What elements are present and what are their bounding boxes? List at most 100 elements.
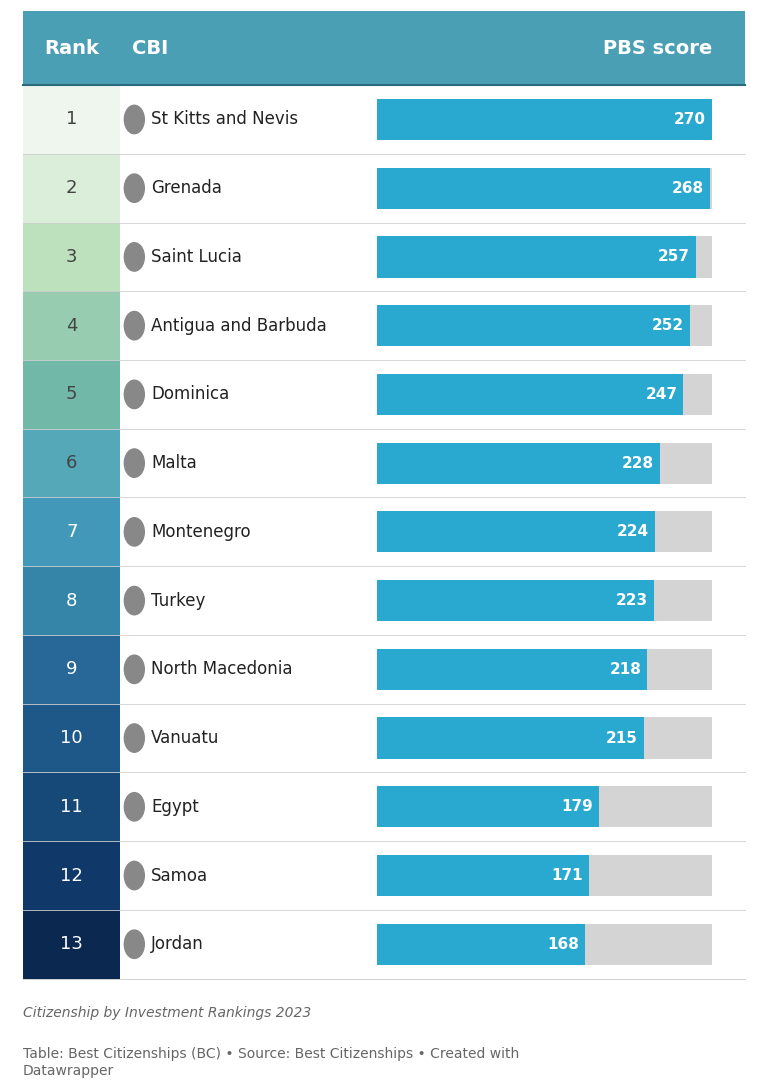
FancyBboxPatch shape [23,704,745,772]
Circle shape [124,793,144,822]
FancyBboxPatch shape [23,566,121,635]
FancyBboxPatch shape [23,360,121,429]
FancyBboxPatch shape [377,237,712,277]
FancyBboxPatch shape [23,841,121,910]
FancyBboxPatch shape [377,580,712,621]
Circle shape [124,587,144,615]
Text: 218: 218 [610,662,641,676]
Text: 168: 168 [548,937,579,951]
Text: 13: 13 [61,935,83,954]
FancyBboxPatch shape [377,855,589,896]
Text: Antigua and Barbuda: Antigua and Barbuda [151,316,327,335]
FancyBboxPatch shape [23,841,745,910]
Text: 11: 11 [61,798,83,816]
FancyBboxPatch shape [377,924,712,964]
FancyBboxPatch shape [23,635,745,704]
Text: 1: 1 [66,110,78,129]
Text: CBI: CBI [132,38,168,58]
Text: North Macedonia: North Macedonia [151,660,293,679]
Circle shape [124,862,144,890]
Text: Citizenship by Investment Rankings 2023: Citizenship by Investment Rankings 2023 [23,1006,311,1020]
FancyBboxPatch shape [23,360,745,429]
FancyBboxPatch shape [23,291,745,360]
FancyBboxPatch shape [377,718,644,758]
Circle shape [124,518,144,547]
FancyBboxPatch shape [377,305,712,346]
Text: Jordan: Jordan [151,935,204,954]
Text: 5: 5 [66,385,78,404]
Text: Saint Lucia: Saint Lucia [151,248,242,266]
FancyBboxPatch shape [23,497,121,566]
Text: 12: 12 [61,866,83,885]
Text: PBS score: PBS score [603,38,712,58]
Text: Turkey: Turkey [151,591,206,610]
Text: 224: 224 [617,525,649,539]
FancyBboxPatch shape [377,443,712,483]
Text: Table: Best Citizenships (BC) • Source: Best Citizenships • Created with
Datawra: Table: Best Citizenships (BC) • Source: … [23,1047,519,1078]
Text: 179: 179 [561,800,593,814]
FancyBboxPatch shape [377,855,712,896]
Text: Grenada: Grenada [151,179,222,197]
Text: 3: 3 [66,248,78,266]
FancyBboxPatch shape [23,635,121,704]
Text: 252: 252 [651,319,684,333]
Circle shape [124,106,144,134]
FancyBboxPatch shape [23,497,745,566]
FancyBboxPatch shape [23,566,745,635]
Text: 4: 4 [66,316,78,335]
FancyBboxPatch shape [23,223,121,291]
FancyBboxPatch shape [377,512,712,552]
FancyBboxPatch shape [377,99,712,140]
FancyBboxPatch shape [377,305,690,346]
FancyBboxPatch shape [23,85,121,154]
Circle shape [124,380,144,409]
Text: 268: 268 [671,181,703,195]
Text: 9: 9 [66,660,78,679]
Text: 171: 171 [551,868,583,883]
Text: 2: 2 [66,179,78,197]
FancyBboxPatch shape [23,429,745,497]
FancyBboxPatch shape [23,223,745,291]
Text: Samoa: Samoa [151,866,208,885]
FancyBboxPatch shape [23,429,121,497]
Circle shape [124,724,144,753]
FancyBboxPatch shape [377,374,712,415]
FancyBboxPatch shape [377,580,654,621]
Text: 215: 215 [606,731,637,745]
Text: 228: 228 [621,456,654,470]
FancyBboxPatch shape [377,168,712,208]
Text: 223: 223 [615,594,647,608]
Text: Rank: Rank [45,38,99,58]
FancyBboxPatch shape [377,374,684,415]
FancyBboxPatch shape [23,910,745,979]
FancyBboxPatch shape [23,154,745,223]
Circle shape [124,312,144,340]
FancyBboxPatch shape [377,99,712,140]
FancyBboxPatch shape [23,11,745,85]
Text: Egypt: Egypt [151,798,199,816]
FancyBboxPatch shape [377,512,655,552]
Text: 10: 10 [61,729,83,747]
Circle shape [124,243,144,272]
FancyBboxPatch shape [377,787,599,827]
Circle shape [124,175,144,203]
Text: Dominica: Dominica [151,385,230,404]
FancyBboxPatch shape [377,924,585,964]
FancyBboxPatch shape [377,237,696,277]
FancyBboxPatch shape [23,291,121,360]
FancyBboxPatch shape [377,168,710,208]
Circle shape [124,930,144,959]
Circle shape [124,449,144,478]
FancyBboxPatch shape [23,85,745,154]
FancyBboxPatch shape [377,787,712,827]
Text: 270: 270 [674,112,706,127]
FancyBboxPatch shape [23,772,121,841]
Text: 7: 7 [66,523,78,541]
Text: St Kitts and Nevis: St Kitts and Nevis [151,110,298,129]
Text: 8: 8 [66,591,78,610]
FancyBboxPatch shape [23,910,121,979]
Text: 257: 257 [657,250,690,264]
FancyBboxPatch shape [377,718,712,758]
Text: Montenegro: Montenegro [151,523,251,541]
Text: Malta: Malta [151,454,197,472]
